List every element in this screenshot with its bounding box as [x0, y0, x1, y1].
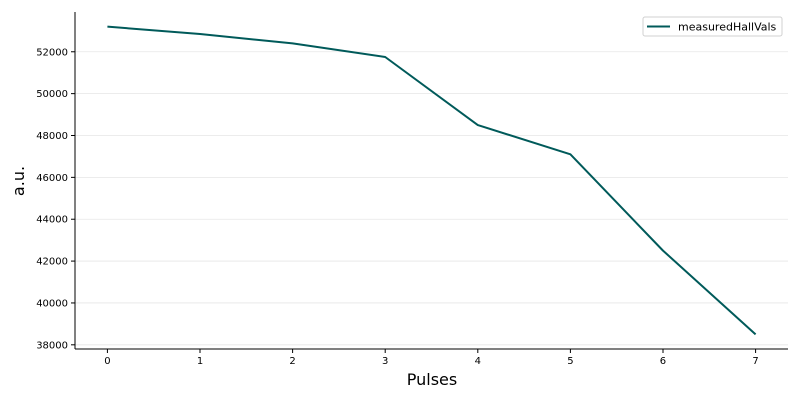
x-ticks: 0 1 2 3 4 5 6 7: [104, 349, 759, 367]
x-tick-label: 7: [752, 356, 758, 367]
y-tick-label: 44000: [36, 215, 68, 226]
x-axis-title: Pulses: [407, 370, 457, 389]
y-tick-label: 48000: [36, 131, 68, 142]
x-tick-label: 3: [382, 356, 388, 367]
y-tick-label: 38000: [36, 340, 68, 351]
x-tick-label: 5: [567, 356, 573, 367]
legend-label: measuredHallVals: [678, 21, 777, 34]
y-tick-label: 50000: [36, 89, 68, 100]
series-lines: [107, 25, 757, 336]
x-tick-label: 6: [660, 356, 666, 367]
y-ticks: 38000 40000 42000 44000 46000 48000 50000 52000: [36, 47, 75, 351]
x-tick-label: 1: [197, 356, 203, 367]
legend-box: [642, 16, 783, 37]
x-tick-label: 4: [475, 356, 481, 367]
y-axis-title: a.u.: [9, 166, 28, 196]
y-tick-label: 46000: [36, 173, 68, 184]
x-tick-label: 2: [289, 356, 295, 367]
series-line: [107, 25, 757, 336]
axes: [74, 12, 788, 350]
gridlines: [75, 51, 788, 346]
y-tick-label: 40000: [36, 298, 68, 309]
y-tick-label: 42000: [36, 257, 68, 268]
legend: measuredHallVals: [642, 16, 783, 37]
x-tick-label: 0: [104, 356, 110, 367]
y-tick-label: 52000: [36, 47, 68, 58]
